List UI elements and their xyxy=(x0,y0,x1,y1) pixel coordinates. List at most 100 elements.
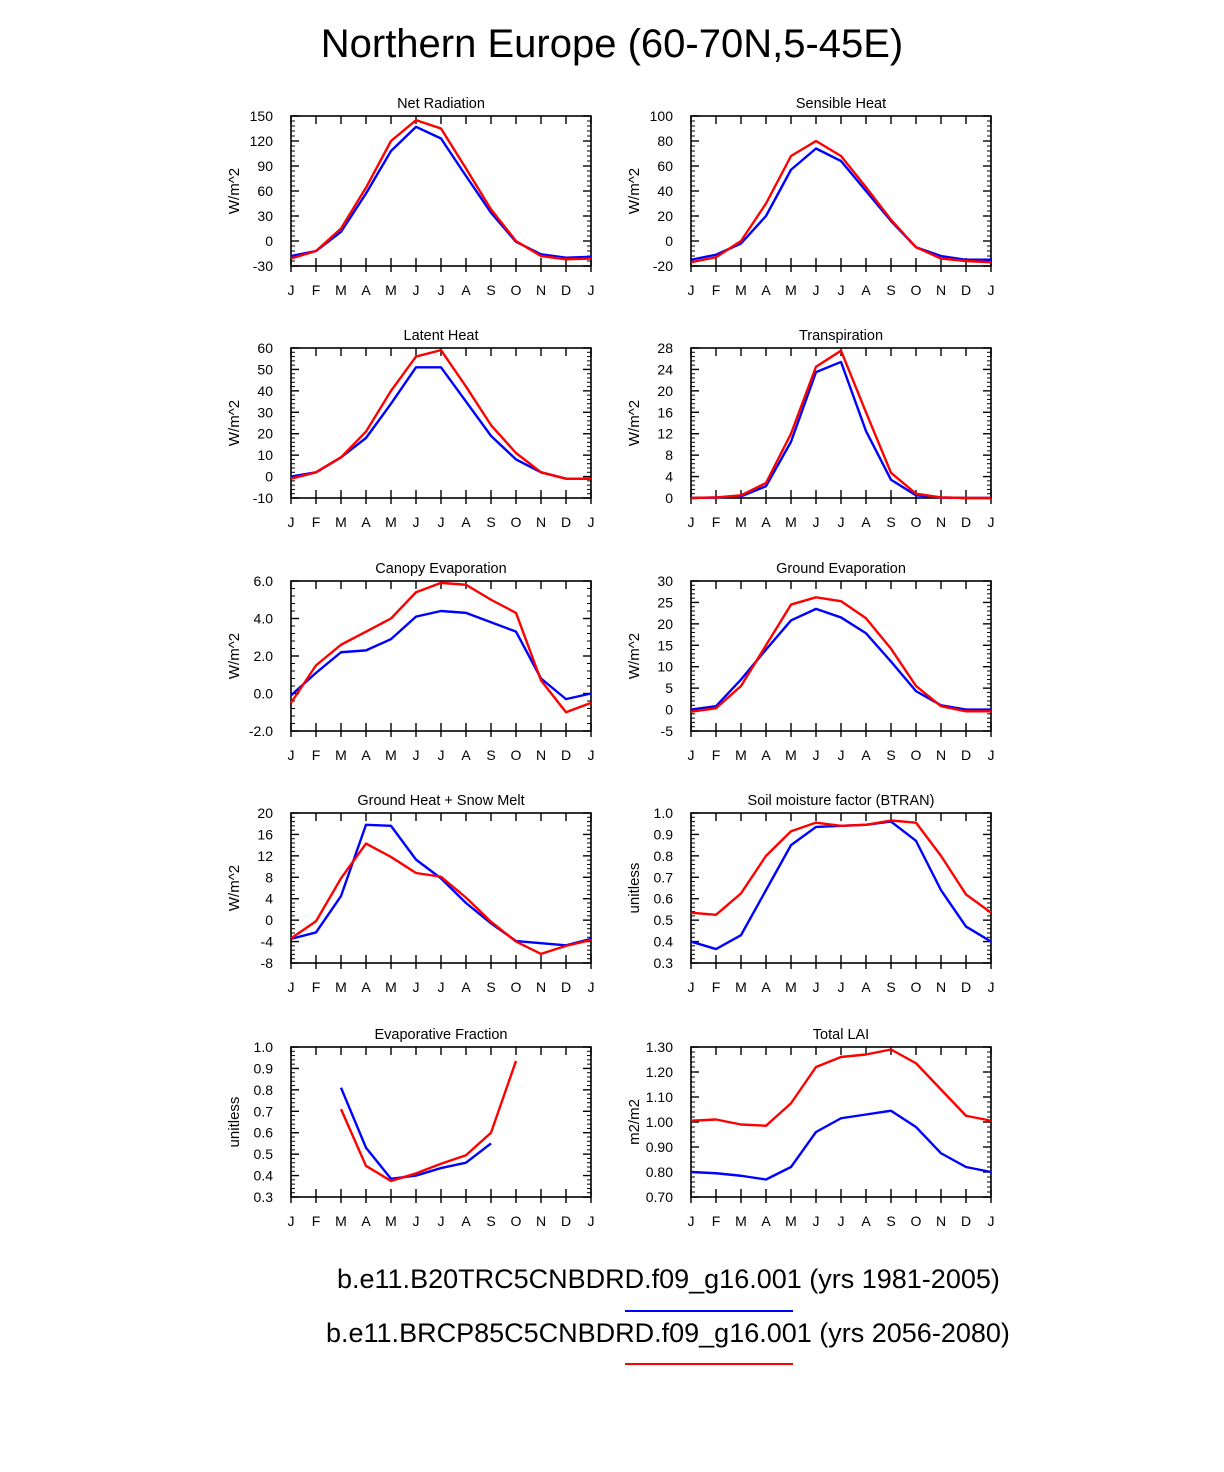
ground-heat-snow-melt-xtick-label: N xyxy=(536,979,546,995)
latent-heat-ylabel: W/m^2 xyxy=(226,400,243,446)
ground-evaporation-ytick-label: 30 xyxy=(657,573,673,589)
ground-evaporation-title: Ground Evaporation xyxy=(776,561,906,577)
canopy-evaporation-xtick-label: J xyxy=(413,747,420,763)
soil-moisture-factor-btran-series-future-line xyxy=(690,819,992,916)
net-radiation-xtick-label: D xyxy=(561,282,571,298)
canopy-evaporation-xtick-label: M xyxy=(335,747,347,763)
ground-evaporation-xtick-label: M xyxy=(735,747,747,763)
latent-heat-ytick-label: 60 xyxy=(257,340,273,356)
sensible-heat-xtick-label: O xyxy=(911,282,922,298)
chart-evaporative-fraction: Evaporative Fraction unitless 0.3 0.4 0.5 0.6… xyxy=(226,1027,595,1229)
net-radiation-ytick-label: 30 xyxy=(257,208,273,224)
sensible-heat-ytick-label: 40 xyxy=(657,183,673,199)
soil-moisture-factor-btran-ylabel: unitless xyxy=(626,863,643,914)
net-radiation-title: Net Radiation xyxy=(397,96,485,112)
transpiration-ylabel: W/m^2 xyxy=(626,400,643,446)
latent-heat-xtick-label: J xyxy=(413,514,420,530)
legend-swatch-future xyxy=(625,1363,793,1365)
evaporative-fraction-series-historical-line xyxy=(339,1087,492,1180)
total-lai-series-historical-line xyxy=(690,1109,992,1181)
soil-moisture-factor-btran-ytick-label: 0.9 xyxy=(654,826,674,842)
transpiration-series-historical-line xyxy=(690,360,991,500)
latent-heat-xtick-label: J xyxy=(288,514,295,530)
ground-heat-snow-melt-xtick-label: O xyxy=(511,979,522,995)
transpiration-xtick-label: F xyxy=(712,514,721,530)
ground-evaporation-xtick-label: A xyxy=(861,747,871,763)
transpiration-ytick-label: 4 xyxy=(665,469,673,485)
soil-moisture-factor-btran-xtick-label: A xyxy=(761,979,771,995)
transpiration-ytick-label: 16 xyxy=(657,404,673,420)
transpiration-ytick-label: 20 xyxy=(657,383,673,399)
legend-label-historical: b.e11.B20TRC5CNBDRD.f09_g16.001 (yrs 198… xyxy=(337,1264,1000,1294)
legend-label-future: b.e11.BRCP85C5CNBDRD.f09_g16.001 (yrs 20… xyxy=(326,1318,1010,1348)
total-lai-ytick-label: 0.70 xyxy=(646,1189,673,1205)
net-radiation-xtick-label: J xyxy=(413,282,420,298)
total-lai-ytick-label: 1.10 xyxy=(646,1089,673,1105)
sensible-heat-xtick-label: M xyxy=(735,282,747,298)
ground-heat-snow-melt-xtick-label: A xyxy=(361,979,371,995)
ground-evaporation-xtick-label: F xyxy=(712,747,721,763)
canopy-evaporation-ytick-label: 4.0 xyxy=(254,611,274,627)
ground-heat-snow-melt-xtick-label: J xyxy=(588,979,595,995)
sensible-heat-ytick-label: 0 xyxy=(665,233,673,249)
ground-evaporation-frame xyxy=(690,580,992,732)
transpiration-xtick-label: N xyxy=(936,514,946,530)
sensible-heat-ytick-label: 60 xyxy=(657,158,673,174)
soil-moisture-factor-btran-xtick-label: J xyxy=(988,979,995,995)
total-lai-xtick-label: M xyxy=(785,1213,797,1229)
net-radiation-xtick-label: N xyxy=(536,282,546,298)
canopy-evaporation-ytick-label: -2.0 xyxy=(249,723,273,739)
total-lai-ytick-label: 1.00 xyxy=(646,1114,673,1130)
latent-heat-title: Latent Heat xyxy=(404,328,479,344)
soil-moisture-factor-btran-title: Soil moisture factor (BTRAN) xyxy=(748,793,935,809)
soil-moisture-factor-btran-ytick-label: 0.7 xyxy=(654,869,674,885)
ground-heat-snow-melt-title: Ground Heat + Snow Melt xyxy=(357,793,524,809)
transpiration-xtick-label: A xyxy=(861,514,871,530)
sensible-heat-ylabel: W/m^2 xyxy=(626,168,643,214)
ground-evaporation-series-historical-line xyxy=(690,607,991,711)
net-radiation-ytick-label: 120 xyxy=(250,133,274,149)
transpiration-xtick-label: A xyxy=(761,514,771,530)
evaporative-fraction-ytick-label: 0.5 xyxy=(254,1146,274,1162)
ground-evaporation-xtick-label: J xyxy=(813,747,820,763)
canopy-evaporation-xtick-label: J xyxy=(588,747,595,763)
soil-moisture-factor-btran-xtick-label: O xyxy=(911,979,922,995)
ground-heat-snow-melt-xtick-label: J xyxy=(413,979,420,995)
transpiration-xtick-label: O xyxy=(911,514,922,530)
evaporative-fraction-xtick-label: S xyxy=(486,1213,495,1229)
ground-heat-snow-melt-ytick-label: -8 xyxy=(261,955,274,971)
net-radiation-xtick-label: J xyxy=(588,282,595,298)
evaporative-fraction-ytick-label: 0.6 xyxy=(254,1125,274,1141)
evaporative-fraction-xtick-label: F xyxy=(312,1213,321,1229)
canopy-evaporation-ytick-label: 6.0 xyxy=(254,573,274,589)
soil-moisture-factor-btran-ytick-label: 0.6 xyxy=(654,891,674,907)
total-lai-xtick-label: D xyxy=(961,1213,971,1229)
canopy-evaporation-xtick-label: M xyxy=(385,747,397,763)
ground-evaporation-xtick-label: J xyxy=(838,747,845,763)
evaporative-fraction-xtick-label: M xyxy=(385,1213,397,1229)
soil-moisture-factor-btran-frame xyxy=(690,812,992,964)
latent-heat-series-historical-line xyxy=(290,366,591,480)
ground-heat-snow-melt-ytick-label: 20 xyxy=(257,805,273,821)
soil-moisture-factor-btran-xtick-label: J xyxy=(838,979,845,995)
evaporative-fraction-ytick-label: 0.3 xyxy=(254,1189,274,1205)
ground-evaporation-xtick-label: O xyxy=(911,747,922,763)
evaporative-fraction-ylabel: unitless xyxy=(226,1097,243,1148)
net-radiation-xtick-label: J xyxy=(438,282,445,298)
chart-total-lai: Total LAI m2/m2 0.70 0.80 0.90 1.00 1.10 1.20 1.… xyxy=(626,1027,995,1229)
ground-heat-snow-melt-xtick-label: S xyxy=(486,979,495,995)
ground-heat-snow-melt-ytick-label: 4 xyxy=(265,891,273,907)
sensible-heat-xtick-label: J xyxy=(988,282,995,298)
net-radiation-ytick-label: 60 xyxy=(257,183,273,199)
transpiration-ytick-label: 12 xyxy=(657,426,673,442)
total-lai-ytick-label: 0.90 xyxy=(646,1139,673,1155)
ground-evaporation-ytick-label: -5 xyxy=(661,723,674,739)
transpiration-ytick-label: 8 xyxy=(665,447,673,463)
evaporative-fraction-xtick-label: J xyxy=(288,1213,295,1229)
soil-moisture-factor-btran-xtick-label: J xyxy=(813,979,820,995)
soil-moisture-factor-btran-xtick-label: M xyxy=(785,979,797,995)
latent-heat-ytick-label: -10 xyxy=(253,490,273,506)
total-lai-xtick-label: J xyxy=(988,1213,995,1229)
